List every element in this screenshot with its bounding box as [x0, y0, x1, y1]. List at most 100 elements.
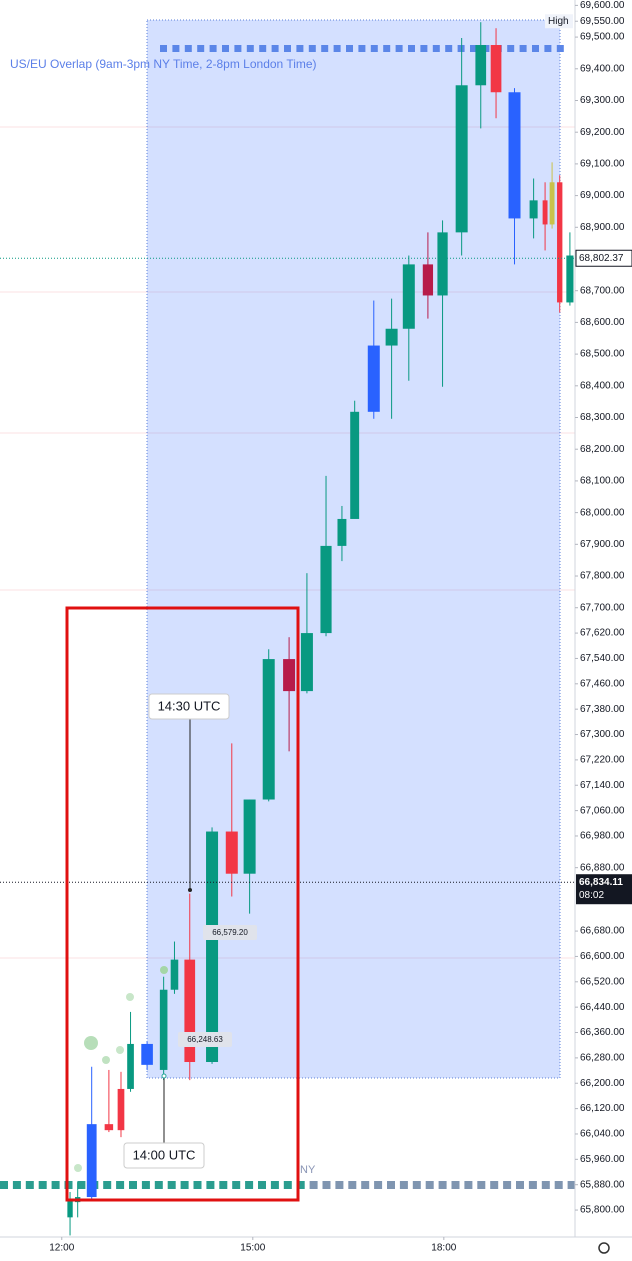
- session-marker: [361, 1181, 370, 1189]
- candle-body: [337, 518, 347, 546]
- price-badge-label: 66,834.11: [579, 877, 623, 888]
- y-tick-label: 69,400.00: [580, 63, 625, 74]
- y-tick-label: 67,620.00: [580, 628, 625, 639]
- price-axis: [575, 0, 632, 1261]
- candle-body: [117, 1088, 125, 1131]
- candle-body: [402, 264, 415, 329]
- candle-body: [549, 182, 555, 225]
- session-marker: [38, 1181, 47, 1189]
- x-tick-label: 15:00: [240, 1243, 265, 1254]
- y-tick-label: 69,300.00: [580, 95, 625, 106]
- callout-box: [123, 1142, 205, 1169]
- dot: [116, 1046, 124, 1054]
- price-badge-label: 68,802.37: [579, 253, 624, 264]
- session-marker: [333, 45, 341, 52]
- callout-dot: [161, 1073, 167, 1079]
- annotation: 14:30 UTC: [158, 698, 221, 713]
- session-marker: [567, 1181, 576, 1189]
- ny-label: NY: [300, 1164, 316, 1176]
- session-marker: [309, 1181, 318, 1189]
- candle-body: [283, 659, 296, 692]
- time-axis: [0, 1237, 632, 1261]
- session-marker: [296, 1181, 305, 1189]
- session-marker: [408, 45, 415, 52]
- point-label: 66,579.20: [212, 928, 248, 937]
- session-marker: [103, 1181, 112, 1189]
- session-marker: [209, 45, 217, 52]
- session-marker: [554, 1181, 563, 1189]
- y-tick-label: 68,600.00: [580, 317, 625, 328]
- y-tick-label: 69,600.00: [580, 0, 625, 11]
- candle-body: [170, 959, 179, 990]
- y-tick-label: 67,900.00: [580, 539, 625, 550]
- candle-body: [455, 85, 468, 233]
- callout-box: [148, 693, 230, 720]
- session-marker: [383, 45, 391, 52]
- candle-body: [557, 182, 563, 303]
- y-tick-label: 66,120.00: [580, 1103, 625, 1114]
- y-tick-label: 67,540.00: [580, 653, 625, 664]
- session-marker: [271, 45, 279, 52]
- x-tick-label: 18:00: [431, 1243, 456, 1254]
- session-marker: [116, 1181, 125, 1189]
- session-marker: [246, 45, 254, 52]
- session-marker: [503, 1181, 512, 1189]
- y-tick-label: 67,060.00: [580, 805, 625, 816]
- candle-body: [225, 831, 238, 874]
- session-marker: [358, 45, 366, 52]
- session-marker: [51, 1181, 60, 1189]
- session-marker: [283, 1181, 292, 1189]
- session-marker: [507, 45, 515, 52]
- candle-body: [262, 659, 275, 800]
- session-marker: [399, 1181, 408, 1189]
- y-tick-label: 66,200.00: [580, 1078, 625, 1089]
- session-marker: [284, 45, 291, 52]
- highlight-box: [65, 606, 300, 1202]
- session-marker: [490, 1181, 499, 1189]
- y-tick-label: 67,700.00: [580, 602, 625, 613]
- session-marker: [193, 1181, 202, 1189]
- y-tick-label: 68,400.00: [580, 380, 625, 391]
- candle-body: [529, 200, 538, 219]
- session-marker: [374, 1181, 383, 1189]
- session-marker: [438, 1181, 447, 1189]
- y-tick-label: 66,880.00: [580, 862, 625, 873]
- session-marker: [544, 45, 552, 52]
- candle-body: [566, 255, 574, 303]
- y-tick-label: 69,000.00: [580, 190, 625, 201]
- y-tick-label: 66,280.00: [580, 1053, 625, 1064]
- price-badge: [575, 249, 632, 267]
- session-marker: [519, 45, 527, 52]
- high-label: High: [548, 16, 569, 27]
- y-tick-label: 69,550.00: [580, 16, 625, 27]
- session-marker: [541, 1181, 550, 1189]
- session-marker: [387, 1181, 395, 1189]
- y-tick-label: 68,000.00: [580, 507, 625, 518]
- y-tick-label: 66,600.00: [580, 951, 625, 962]
- session-marker: [172, 45, 180, 52]
- y-tick-label: 65,880.00: [580, 1179, 625, 1190]
- candle-body: [475, 45, 487, 86]
- session-marker: [395, 45, 403, 52]
- y-tick-label: 68,200.00: [580, 444, 625, 455]
- callout-dot: [188, 888, 192, 892]
- candle-body: [206, 831, 219, 1063]
- session-marker: [335, 1181, 344, 1189]
- settings-icon[interactable]: [598, 1242, 610, 1254]
- session-marker: [470, 45, 477, 52]
- annotation: 14:00 UTC: [133, 1147, 196, 1162]
- session-marker: [245, 1181, 254, 1189]
- session-marker: [154, 1181, 163, 1189]
- session-marker: [464, 1181, 473, 1189]
- dot: [84, 1036, 98, 1050]
- candle-body: [350, 411, 360, 519]
- y-tick-label: 68,500.00: [580, 349, 625, 360]
- session-marker: [532, 45, 539, 52]
- y-tick-label: 67,140.00: [580, 780, 625, 791]
- candle-body: [184, 959, 196, 1063]
- axes: 69,600.00 69,550.00 69,500.00 69,400.00 69,3…: [49, 0, 632, 1254]
- y-tick-label: 69,500.00: [580, 32, 625, 43]
